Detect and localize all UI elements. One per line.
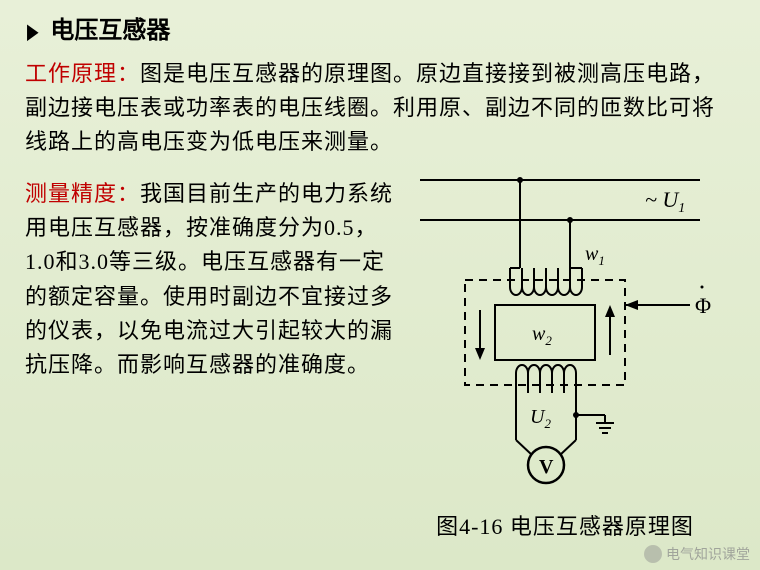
watermark: 电气知识课堂 [644, 544, 750, 564]
voltmeter-label: V [539, 456, 554, 478]
accuracy-label: 测量精度： [25, 181, 140, 206]
u1-label: ~ U1 [645, 187, 685, 216]
phi-label: Φ [695, 293, 711, 318]
figure-caption: 图4-16 电压互感器原理图 [400, 509, 730, 541]
watermark-text: 电气知识课堂 [666, 544, 750, 564]
primary-coil [510, 268, 582, 295]
watermark-icon [644, 545, 662, 563]
paragraph-accuracy: 测量精度：我国目前生产的电力系统用电压互感器，按准确度分为0.5，1.0和3.0… [25, 177, 395, 382]
accuracy-text: 我国目前生产的电力系统用电压互感器，按准确度分为0.5，1.0和3.0等三级。电… [25, 181, 393, 376]
paragraph-principle: 工作原理：图是电压互感器的原理图。原边直接接到被测高压电路，副边接电压表或功率表… [25, 57, 735, 159]
ground-symbol [596, 415, 614, 433]
section-title: 电压互感器 [25, 10, 735, 45]
transformer-diagram: ~ U1 w1 w2 [390, 165, 720, 535]
circuit-svg: ~ U1 w1 w2 [390, 165, 720, 505]
secondary-coil [516, 365, 576, 393]
principle-label: 工作原理： [25, 61, 140, 86]
w2-label: w2 [532, 323, 552, 348]
u2-label: U2 [530, 406, 551, 431]
title-text: 电压互感器 [50, 18, 170, 44]
w1-label: w1 [585, 243, 605, 268]
